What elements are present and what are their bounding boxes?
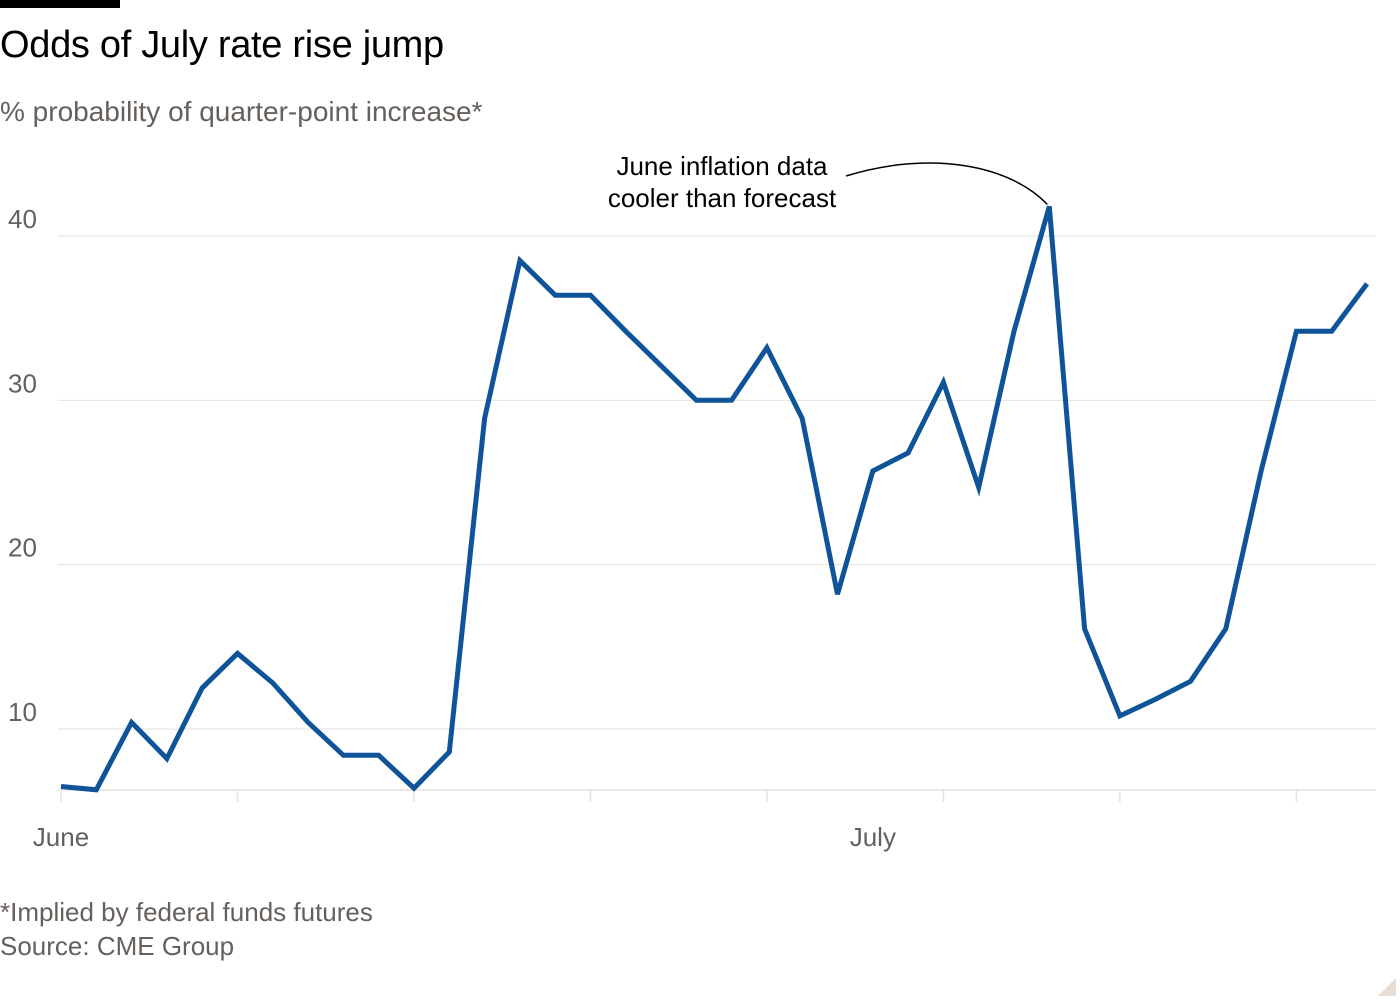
y-tick-label-10: 10 bbox=[8, 697, 37, 727]
x-tick-label-june: June bbox=[33, 822, 89, 852]
footnote: *Implied by federal funds futures bbox=[0, 897, 373, 927]
annotation-text-line: cooler than forecast bbox=[608, 183, 837, 213]
corner-mark bbox=[1378, 978, 1396, 996]
chart-title: Odds of July rate rise jump bbox=[0, 24, 444, 66]
source-note: Source: CME Group bbox=[0, 931, 235, 961]
y-tick-label-20: 20 bbox=[8, 533, 37, 563]
y-tick-label-40: 40 bbox=[8, 204, 37, 234]
brand-bar bbox=[0, 0, 120, 8]
y-tick-label-30: 30 bbox=[8, 368, 37, 398]
series-line bbox=[60, 205, 1370, 793]
annotation-text-line: June inflation data bbox=[616, 151, 828, 181]
annotation-connector bbox=[845, 162, 1048, 205]
x-tick-label-july: July bbox=[850, 822, 896, 852]
chart-subtitle: % probability of quarter-point increase* bbox=[0, 96, 483, 127]
